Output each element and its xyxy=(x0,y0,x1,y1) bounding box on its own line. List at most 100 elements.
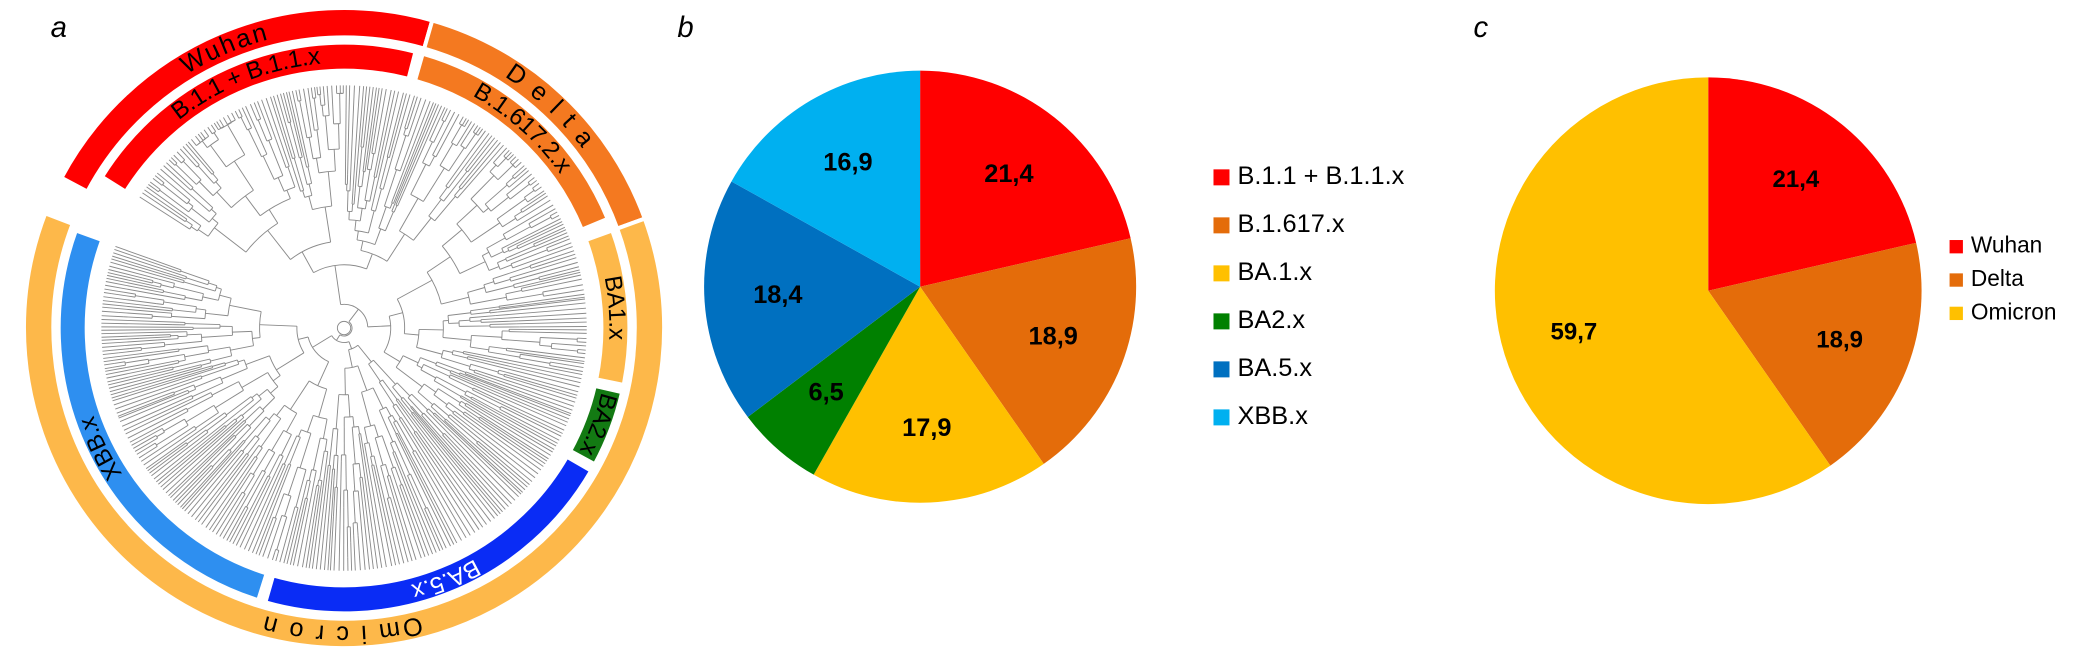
tree-branch xyxy=(216,121,222,129)
tree-branch xyxy=(434,196,456,222)
tree-branch xyxy=(323,451,329,484)
tree-branch xyxy=(439,186,448,199)
tree-branch xyxy=(185,143,205,166)
tree-branch xyxy=(116,396,162,414)
tree-branch xyxy=(285,92,295,125)
tree-branch xyxy=(247,127,252,131)
tree-branch xyxy=(465,373,486,382)
tree-branch xyxy=(423,412,444,435)
tree-branch xyxy=(149,181,157,188)
tree-branch xyxy=(172,271,187,278)
tree-branch xyxy=(411,393,428,411)
tree-branch xyxy=(231,189,254,208)
tree-branch xyxy=(533,235,553,245)
tree-branch xyxy=(492,415,553,453)
tree-branch xyxy=(452,350,464,354)
tree-branch xyxy=(147,359,150,364)
pie-slice xyxy=(1708,242,1922,466)
tree-branch xyxy=(239,451,245,458)
tree-branch xyxy=(308,196,313,210)
tree-branch xyxy=(303,88,308,112)
tree-branch xyxy=(215,389,244,409)
tree-branch xyxy=(466,123,476,136)
tree-branch xyxy=(344,365,358,369)
tree-branch xyxy=(362,136,366,148)
tree-branch xyxy=(566,266,579,271)
tree-branch xyxy=(267,517,274,531)
tree-branch xyxy=(406,95,415,121)
tree-branch xyxy=(361,387,374,393)
tree-branch xyxy=(489,311,498,314)
tree-branch xyxy=(105,367,124,372)
tree-branch xyxy=(101,334,155,338)
tree-branch xyxy=(170,377,203,390)
tree-branch xyxy=(460,396,493,417)
tree-branch xyxy=(443,171,468,202)
tree-branch xyxy=(293,157,305,191)
tree-branch xyxy=(362,86,368,122)
tree-branch xyxy=(470,363,499,373)
tree-branch xyxy=(323,115,330,117)
tree-branch xyxy=(139,393,175,409)
tree-branch xyxy=(373,153,380,178)
tree-branch xyxy=(569,284,583,288)
tree-branch xyxy=(491,251,504,258)
tree-branch xyxy=(332,455,335,470)
tree-branch xyxy=(528,212,549,225)
tree-branch xyxy=(357,344,372,363)
tree-branch xyxy=(162,184,188,205)
tree-branch xyxy=(283,435,298,465)
panel-label: b xyxy=(677,11,693,44)
tree-branch xyxy=(525,418,562,437)
tree-branch xyxy=(416,329,420,348)
tree-branch xyxy=(466,402,484,415)
tree-branch xyxy=(102,306,151,312)
tree-branch xyxy=(487,422,548,462)
tree-branch xyxy=(373,88,383,140)
tree-branch xyxy=(470,198,484,213)
tree-branch xyxy=(213,122,219,131)
tree-branch xyxy=(191,395,194,399)
tree-branch xyxy=(517,232,552,250)
tree-branch xyxy=(413,217,432,241)
tree-branch xyxy=(450,370,460,375)
tree-branch xyxy=(471,396,478,401)
tree-branch xyxy=(409,413,492,522)
tree-branch xyxy=(319,450,325,481)
tree-branch xyxy=(229,534,234,543)
tree-branch xyxy=(442,432,445,436)
tree-branch xyxy=(520,353,558,361)
tree-branch xyxy=(346,190,349,212)
tree-branch xyxy=(411,413,416,419)
tree-branch xyxy=(326,85,329,94)
tree-branch xyxy=(159,189,189,213)
tree-branch xyxy=(506,194,511,200)
tree-branch xyxy=(391,415,396,422)
tree-branch xyxy=(102,352,119,356)
tree-branch xyxy=(191,139,197,146)
tree-branch xyxy=(171,276,185,282)
tree-branch xyxy=(101,315,124,318)
tree-branch xyxy=(178,359,186,363)
tree-branch xyxy=(275,553,279,562)
tree-branch xyxy=(440,421,519,498)
tree-branch xyxy=(229,427,252,451)
tree-branch xyxy=(117,407,141,417)
tree-branch xyxy=(416,416,499,517)
tree-branch xyxy=(160,444,211,488)
tree-branch xyxy=(389,202,393,209)
tree-branch xyxy=(159,283,162,288)
tree-branch xyxy=(444,432,455,444)
tree-branch xyxy=(411,438,471,536)
tree-branch xyxy=(353,535,356,571)
tree-branch xyxy=(280,93,284,102)
tree-branch xyxy=(395,355,404,368)
tree-branch xyxy=(152,281,162,285)
tree-branch xyxy=(256,475,269,498)
legend-swatch xyxy=(1949,306,1963,321)
tree-branch xyxy=(163,290,186,297)
tree-branch xyxy=(417,383,425,393)
tree-branch xyxy=(395,193,402,206)
tree-branch xyxy=(105,367,142,376)
legend-label: B.1.1 + B.1.1.x xyxy=(1237,162,1404,190)
